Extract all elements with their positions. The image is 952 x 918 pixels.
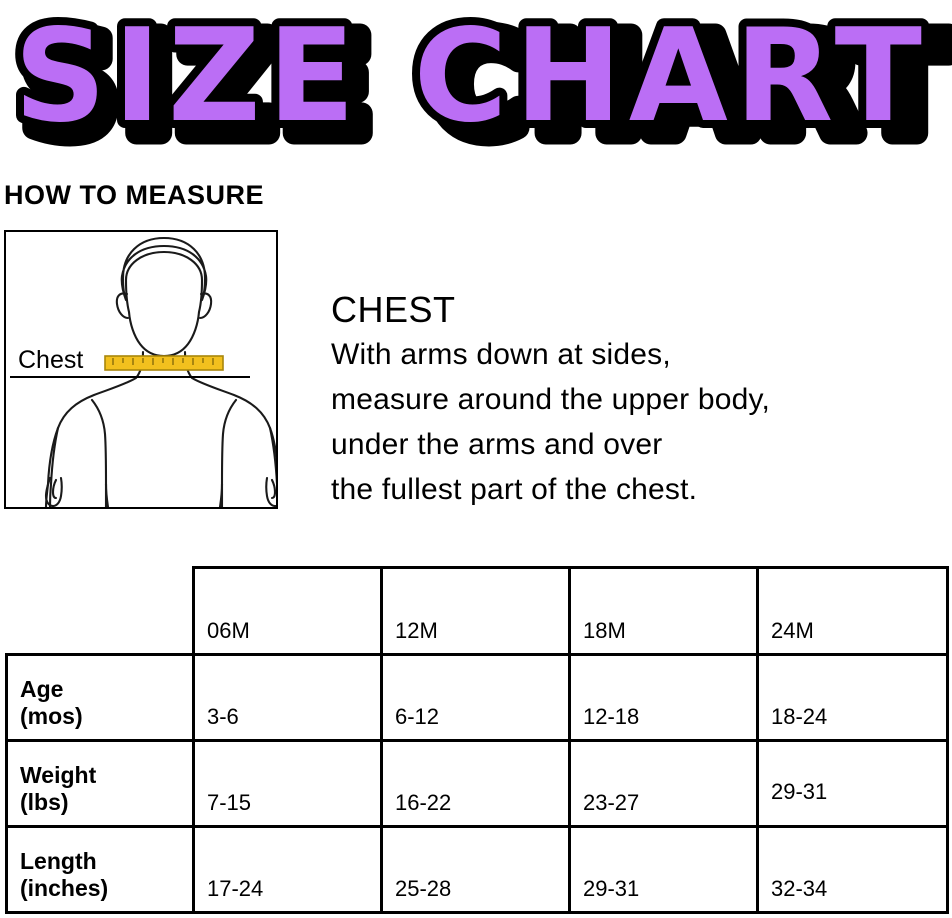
cell-length-18m: 29-31 — [568, 825, 759, 914]
column-header-24m: 24M — [756, 566, 949, 656]
table-corner-cell — [6, 567, 194, 655]
cell-age-06m: 3-6 — [192, 653, 383, 742]
title-main-layer: SIZE CHART — [14, 2, 929, 150]
measuring-tape — [104, 355, 224, 371]
right-hand — [265, 476, 276, 507]
left-hand — [44, 476, 63, 507]
cell-age-24m: 18-24 — [756, 653, 949, 742]
right-ear — [198, 292, 213, 320]
column-header-12m: 12M — [380, 566, 571, 656]
row-label-length-unit: (inches) — [20, 874, 109, 901]
row-label-weight-text: Weight — [20, 761, 97, 788]
cell-length-12m: 25-28 — [380, 825, 571, 914]
hair-outline — [120, 236, 208, 302]
size-chart-title-graphic: SIZE CHART SIZE CHART — [6, 0, 952, 150]
left-arm-outer — [48, 426, 60, 507]
row-label-age: Age (mos) — [5, 653, 195, 742]
chest-description-line: under the arms and over — [331, 428, 663, 461]
body-figure-diagram — [44, 236, 276, 507]
how-to-measure-heading: HOW TO MEASURE — [4, 180, 265, 210]
right-hand-thumb — [270, 478, 276, 500]
right-arm-outer — [268, 426, 276, 485]
waist-right — [218, 482, 224, 507]
table-header-row: 06M 12M 18M 24M — [6, 566, 949, 656]
title-shadow-layer: SIZE CHART — [23, 9, 952, 150]
right-armpit-line — [220, 398, 238, 507]
cell-age-12m: 6-12 — [380, 653, 571, 742]
size-table: 06M 12M 18M 24M Age (mos) 3-6 6-12 12-18… — [5, 566, 949, 914]
cell-age-18m: 12-18 — [568, 653, 759, 742]
left-hand-thumb — [51, 478, 58, 500]
cell-weight-24m: 29-31 — [756, 739, 949, 828]
row-label-length: Length (inches) — [5, 825, 195, 914]
waist-left — [104, 482, 110, 507]
table-row: Weight (lbs) 7-15 16-22 23-27 29-31 — [5, 739, 949, 828]
measurement-figure-box — [4, 230, 278, 509]
page-title-banner: SIZE CHART SIZE CHART — [0, 0, 952, 150]
table-row: Age (mos) 3-6 6-12 12-18 18-24 — [5, 653, 949, 742]
chest-leader-line — [10, 376, 250, 378]
column-header-06m: 06M — [192, 566, 383, 656]
chest-description-line: With arms down at sides, — [331, 338, 671, 371]
row-label-length-text: Length — [20, 847, 97, 874]
cell-weight-18m: 23-27 — [568, 739, 759, 828]
cell-length-06m: 17-24 — [192, 825, 383, 914]
cell-weight-06m: 7-15 — [192, 739, 383, 828]
column-header-18m: 18M — [568, 566, 759, 656]
chest-description-title: CHEST — [331, 289, 456, 330]
chest-description-block: CHEST With arms down at sides, measure a… — [331, 288, 931, 512]
cell-length-24m: 32-34 — [756, 825, 949, 914]
row-label-weight: Weight (lbs) — [5, 739, 195, 828]
tape-ticks — [112, 358, 214, 365]
chest-callout: Chest — [10, 348, 260, 384]
chest-description-body: With arms down at sides, measure around … — [331, 332, 931, 512]
row-label-weight-unit: (lbs) — [20, 788, 69, 815]
chest-description-line: the fullest part of the chest. — [331, 473, 698, 506]
row-label-age-text: Age — [20, 675, 64, 702]
cell-weight-12m: 16-22 — [380, 739, 571, 828]
head-outline — [124, 250, 204, 358]
row-label-age-unit: (mos) — [20, 702, 83, 729]
table-row: Length (inches) 17-24 25-28 29-31 32-34 — [5, 825, 949, 914]
chest-description-line: measure around the upper body, — [331, 383, 771, 416]
left-armpit-line — [90, 398, 108, 507]
chest-callout-label: Chest — [18, 346, 84, 374]
left-ear — [115, 292, 130, 320]
